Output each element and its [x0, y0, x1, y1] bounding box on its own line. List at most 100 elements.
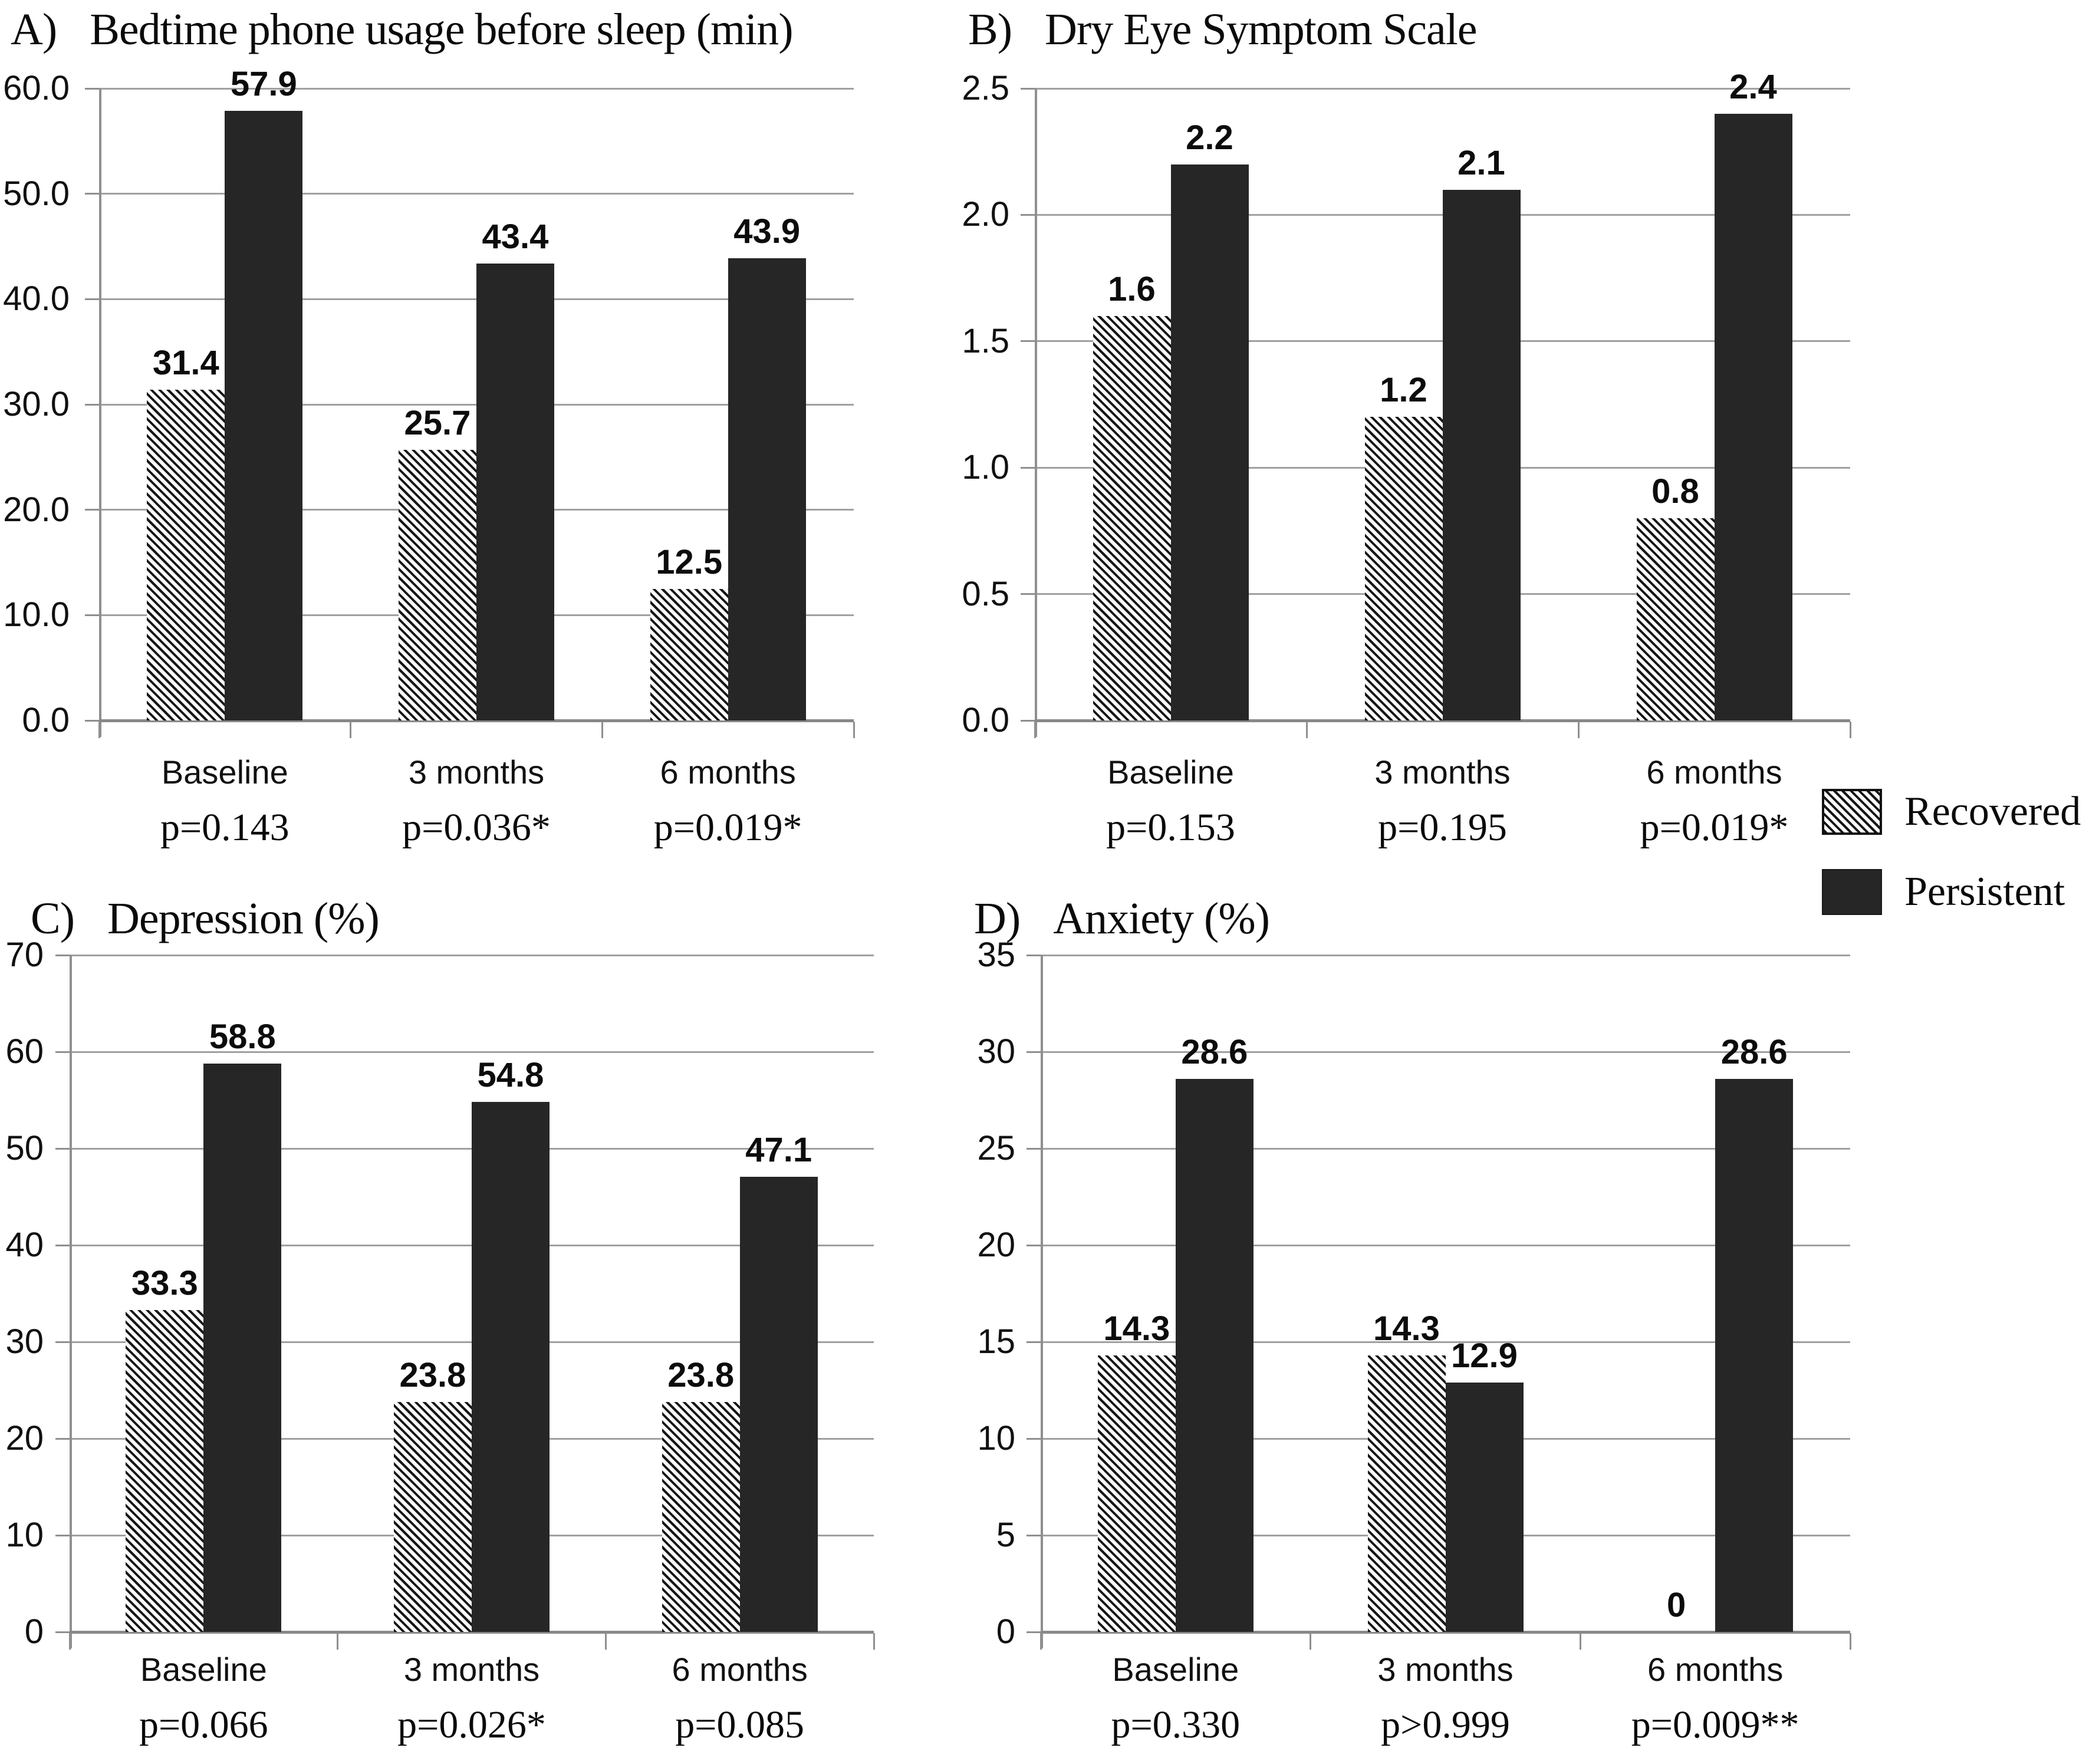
- data-label-recovered: 23.8: [399, 1355, 466, 1394]
- data-label-recovered: 0.8: [1651, 472, 1699, 511]
- data-label-persistent: 2.2: [1186, 118, 1233, 157]
- data-label-recovered: 33.3: [131, 1263, 198, 1302]
- y-tick-label: 30.0: [3, 385, 70, 423]
- x-axis-tick: [1039, 1633, 1042, 1650]
- data-label-recovered: 0: [1667, 1586, 1686, 1624]
- p-value-label: p=0.036*: [402, 806, 551, 849]
- x-category-label: Baseline: [140, 1651, 267, 1688]
- x-axis-tick: [873, 1633, 875, 1650]
- bar-persistent-6-months: [1715, 1078, 1794, 1632]
- y-axis-tick: [55, 1534, 70, 1536]
- bar-persistent-baseline: [1170, 164, 1249, 720]
- x-axis-tick: [601, 722, 603, 738]
- persistent-solid-swatch-icon: [1822, 869, 1882, 915]
- data-label-persistent: 2.4: [1729, 67, 1777, 106]
- gridline: [99, 193, 854, 195]
- y-axis-tick: [1027, 1147, 1041, 1150]
- bar-persistent-baseline: [225, 110, 303, 720]
- y-tick-label: 5: [996, 1516, 1015, 1554]
- y-axis-tick: [1021, 87, 1035, 90]
- y-axis-tick: [55, 1147, 70, 1150]
- y-tick-label: 0.5: [962, 574, 1009, 613]
- legend-item-persistent: Persistent: [1822, 869, 2081, 915]
- y-tick-label: 20: [977, 1226, 1015, 1264]
- bar-persistent-6-months: [728, 258, 806, 720]
- x-axis-tick: [1849, 1633, 1851, 1650]
- y-tick-label: 35: [977, 936, 1015, 974]
- data-label-recovered: 31.4: [152, 343, 219, 382]
- y-axis-tick: [85, 403, 99, 406]
- gridline: [1041, 1147, 1850, 1150]
- x-category-label: Baseline: [1112, 1651, 1239, 1688]
- p-value-label: p=0.066: [139, 1703, 268, 1746]
- x-category-label: 3 months: [1374, 753, 1511, 791]
- data-label-recovered: 23.8: [667, 1355, 735, 1394]
- data-label-persistent: 54.8: [477, 1056, 544, 1095]
- y-axis-tick: [1021, 340, 1035, 343]
- y-axis-tick: [1021, 719, 1035, 722]
- y-tick-label: 40.0: [3, 279, 70, 318]
- y-tick-label: 30: [5, 1322, 44, 1361]
- legend-item-recovered: Recovered: [1822, 789, 2081, 835]
- p-value-label: p=0.143: [160, 806, 289, 849]
- y-tick-label: 60: [5, 1032, 44, 1071]
- data-label-persistent: 58.8: [209, 1017, 276, 1056]
- y-axis-tick: [55, 1244, 70, 1246]
- x-axis-tick: [350, 722, 352, 738]
- y-axis-tick: [55, 1051, 70, 1053]
- legend: Recovered Persistent: [1822, 789, 2081, 949]
- x-axis-tick: [98, 722, 100, 738]
- y-tick-label: 10: [977, 1419, 1015, 1457]
- p-value-label: p>0.999: [1381, 1703, 1510, 1746]
- y-axis-tick: [1027, 1341, 1041, 1343]
- y-tick-label: 50.0: [3, 174, 70, 213]
- p-value-label: p=0.009**: [1631, 1703, 1799, 1746]
- x-axis-tick: [1577, 722, 1580, 738]
- bar-recovered-6-months: [1636, 518, 1715, 720]
- data-label-recovered: 1.2: [1380, 371, 1427, 410]
- y-axis-tick: [1027, 1631, 1041, 1633]
- y-axis-tick: [85, 614, 99, 616]
- bar-persistent-6-months: [1714, 113, 1792, 720]
- gridline: [70, 954, 874, 956]
- bar-persistent-3-months: [1442, 189, 1521, 720]
- legend-label-persistent: Persistent: [1904, 869, 2065, 914]
- y-axis-line: [1035, 88, 1037, 737]
- data-label-recovered: 12.5: [656, 542, 723, 581]
- y-axis-tick: [85, 509, 99, 511]
- data-label-persistent: 47.1: [745, 1130, 812, 1169]
- x-axis-tick: [853, 722, 855, 738]
- panel-A-title: A) Bedtime phone usage before sleep (min): [11, 4, 794, 55]
- data-label-persistent: 12.9: [1451, 1336, 1518, 1375]
- panel-A-title-text: Bedtime phone usage before sleep (min): [90, 5, 793, 54]
- x-axis-tick: [1579, 1633, 1581, 1650]
- panel-D-letter: D): [974, 894, 1021, 943]
- bar-recovered-6-months: [662, 1401, 740, 1632]
- bar-persistent-baseline: [1175, 1078, 1254, 1632]
- panel-C-title: C) Depression (%): [31, 893, 380, 944]
- bar-persistent-baseline: [203, 1063, 282, 1632]
- y-axis-tick: [1021, 213, 1035, 216]
- y-tick-label: 0: [24, 1612, 44, 1651]
- gridline: [70, 1051, 874, 1053]
- gridline: [99, 87, 854, 90]
- y-tick-label: 10.0: [3, 595, 70, 634]
- y-tick-label: 0.0: [22, 701, 70, 739]
- y-tick-label: 15: [977, 1322, 1015, 1361]
- panel-A-letter: A): [11, 5, 57, 54]
- x-category-label: 6 months: [660, 753, 796, 791]
- y-axis-tick: [1027, 1437, 1041, 1440]
- y-axis-tick: [85, 298, 99, 300]
- y-axis-tick: [85, 193, 99, 195]
- x-category-label: 6 months: [672, 1651, 808, 1688]
- y-axis-line: [1041, 955, 1043, 1648]
- data-label-persistent: 28.6: [1181, 1032, 1248, 1071]
- data-label-persistent: 28.6: [1720, 1032, 1788, 1071]
- y-tick-label: 25: [977, 1129, 1015, 1167]
- y-tick-label: 70: [5, 936, 44, 974]
- y-axis-line: [99, 88, 101, 737]
- y-tick-label: 0.0: [962, 701, 1009, 739]
- data-label-recovered: 14.3: [1373, 1309, 1440, 1348]
